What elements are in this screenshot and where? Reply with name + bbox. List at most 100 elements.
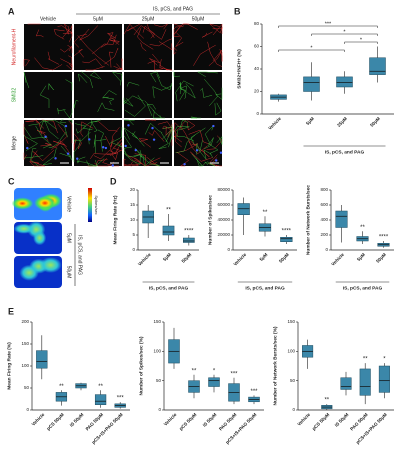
neurite	[146, 23, 167, 40]
y-axis-label: Number of Spikes/sec (%)	[138, 336, 144, 395]
neurite	[23, 59, 30, 67]
y-axis-label: Mean Firing Rate (%)	[6, 342, 12, 390]
neurite	[60, 119, 67, 123]
neurite	[124, 119, 135, 126]
x-tick-label: Vehicle	[296, 412, 311, 427]
comparison-bracket	[278, 25, 378, 28]
nucleus	[219, 151, 223, 154]
neurite	[179, 87, 188, 101]
neurite	[63, 108, 73, 119]
neurite	[152, 85, 173, 99]
x-tick-label: IS 50μM	[69, 412, 85, 428]
neurite	[73, 131, 91, 143]
x-tick-label: pCS 50μM	[178, 412, 197, 431]
significance: **	[192, 368, 197, 374]
significance: ****	[282, 229, 292, 235]
neurite	[207, 143, 219, 158]
neurite	[85, 66, 105, 71]
y-tick-label: 20	[130, 187, 136, 192]
neurite	[81, 71, 93, 89]
comparison-label: *	[360, 37, 363, 43]
neurite	[123, 23, 144, 39]
nucleus	[151, 126, 154, 130]
x-tick-label: PAG 50μM	[349, 412, 369, 432]
neurite	[197, 148, 212, 160]
neurite	[68, 119, 73, 123]
y-tick-label: 0	[227, 247, 230, 252]
neurite	[94, 139, 107, 154]
nucleus	[212, 124, 215, 128]
neurite	[86, 160, 98, 167]
y-tick-label: 400	[320, 217, 328, 222]
neurite	[212, 24, 223, 36]
x-tick-label: PAG 50μM	[218, 412, 238, 432]
y-tick-label: 15	[130, 202, 136, 207]
neurite	[123, 127, 145, 147]
neurite	[34, 57, 63, 71]
neurite	[191, 153, 203, 167]
neurite	[109, 127, 123, 144]
neurite	[208, 49, 223, 66]
group-label: IS, pCS, and PAG	[149, 285, 189, 291]
micrograph	[24, 24, 72, 70]
neurite	[36, 120, 44, 135]
neurite	[174, 23, 184, 28]
neurite	[65, 79, 73, 91]
box	[36, 350, 48, 369]
neurite	[73, 48, 84, 58]
neurite	[89, 71, 102, 80]
neurite	[97, 129, 105, 152]
group-label: IS, pCS, and PAG	[343, 285, 383, 291]
y-tick-label: 80000	[217, 187, 230, 192]
neurite	[142, 156, 155, 167]
neurite	[173, 126, 190, 132]
heatmap-blob	[33, 230, 47, 246]
neurite	[132, 131, 138, 139]
neurite	[29, 162, 45, 167]
neurite	[53, 29, 65, 40]
neurite	[103, 97, 115, 105]
neurite	[138, 138, 151, 148]
neurite	[59, 153, 72, 158]
neurite	[106, 151, 119, 161]
neurite	[73, 138, 78, 151]
x-tick-label: pCS 50μM	[46, 412, 65, 431]
y-tick-label: 20000	[217, 232, 230, 237]
neurite	[23, 71, 30, 89]
box	[335, 210, 348, 228]
neurite	[173, 25, 180, 38]
y-axis-label: Number of Network Bursts/sec	[305, 185, 311, 255]
neurite	[124, 159, 143, 167]
neurite	[123, 135, 133, 157]
neurite	[82, 58, 104, 68]
x-tick-label: 5μM	[162, 252, 172, 262]
x-tick-label: pCS 50μM	[311, 412, 330, 431]
y-tick-label: 150	[287, 319, 295, 324]
neurite	[173, 122, 183, 131]
neurite	[123, 150, 141, 158]
nucleus	[101, 146, 105, 149]
box	[162, 225, 175, 236]
nucleus	[76, 157, 79, 160]
neurite	[175, 134, 196, 154]
neurite	[48, 82, 54, 91]
y-tick-label: 800	[320, 187, 328, 192]
y-tick-label: 600	[320, 202, 328, 207]
neurite	[75, 123, 87, 134]
neurite	[73, 99, 79, 109]
box	[303, 76, 320, 92]
significance: ****	[379, 235, 389, 241]
heatmap-blob	[13, 223, 35, 234]
neurite	[158, 41, 173, 51]
panel-c: Vehicle 5μM 50μM IS, pCS, and PAG Spikes/sec	[11, 188, 99, 288]
neurite	[174, 125, 184, 148]
x-tick-label: Vehicle	[163, 412, 178, 427]
neurite	[101, 90, 117, 99]
row-label: Merge	[11, 136, 17, 150]
neurite	[156, 74, 172, 91]
neurite	[196, 158, 206, 167]
box	[208, 377, 220, 387]
neurite	[214, 102, 222, 116]
neurite	[93, 134, 97, 148]
neurite	[149, 53, 161, 66]
